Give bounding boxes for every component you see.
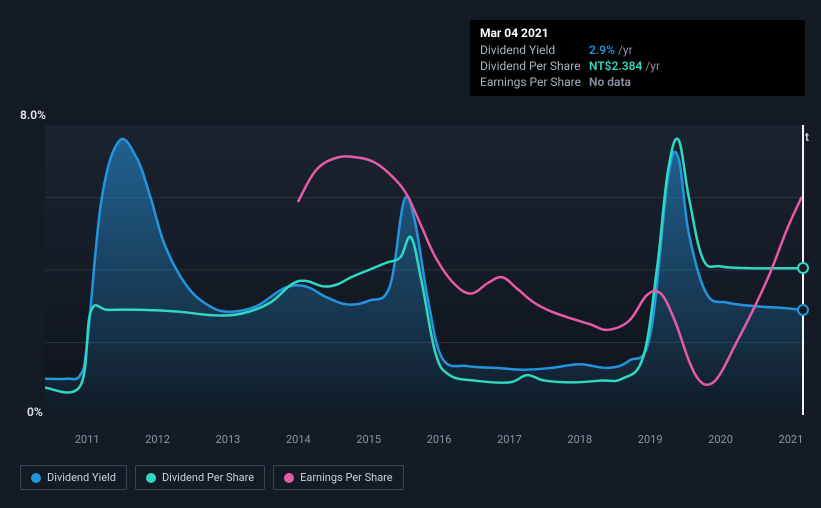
legend-label: Dividend Yield: [47, 471, 116, 484]
legend-label: Dividend Per Share: [162, 471, 254, 484]
hover-marker: [797, 304, 809, 316]
tooltip-row-label: Dividend Per Share: [480, 58, 589, 74]
tooltip-row-value: NT$2.384 /yr: [589, 58, 668, 74]
x-tick-label: 2021: [779, 433, 804, 446]
legend-item[interactable]: Dividend Per Share: [135, 465, 265, 490]
legend-item[interactable]: Earnings Per Share: [273, 465, 404, 490]
x-tick-label: 2015: [356, 433, 381, 446]
y-axis-max-label: 8.0%: [20, 108, 46, 122]
chart-tooltip: Mar 04 2021 Dividend Yield2.9% /yrDivide…: [470, 20, 805, 96]
x-tick-label: 2019: [638, 433, 663, 446]
hover-marker: [797, 262, 809, 274]
x-tick-label: 2017: [497, 433, 522, 446]
x-tick-label: 2020: [708, 433, 733, 446]
legend-swatch: [284, 473, 294, 483]
line-chart: [45, 125, 805, 415]
x-tick-label: 2014: [286, 433, 311, 446]
legend-label: Earnings Per Share: [300, 471, 393, 484]
legend-item[interactable]: Dividend Yield: [20, 465, 127, 490]
tooltip-row-value: No data: [589, 74, 668, 90]
tooltip-row-label: Earnings Per Share: [480, 74, 589, 90]
legend-swatch: [146, 473, 156, 483]
tooltip-row-value: 2.9% /yr: [589, 42, 668, 58]
x-tick-label: 2011: [75, 433, 100, 446]
x-tick-label: 2012: [145, 433, 170, 446]
tooltip-row-label: Dividend Yield: [480, 42, 589, 58]
x-tick-label: 2016: [427, 433, 452, 446]
tooltip-table: Dividend Yield2.9% /yrDividend Per Share…: [480, 42, 668, 90]
tooltip-date: Mar 04 2021: [480, 26, 795, 40]
y-axis-min-label: 0%: [27, 405, 43, 419]
x-tick-label: 2018: [567, 433, 592, 446]
x-tick-label: 2013: [216, 433, 241, 446]
legend-swatch: [31, 473, 41, 483]
chart-legend: Dividend Yield Dividend Per Share Earnings…: [20, 465, 404, 490]
